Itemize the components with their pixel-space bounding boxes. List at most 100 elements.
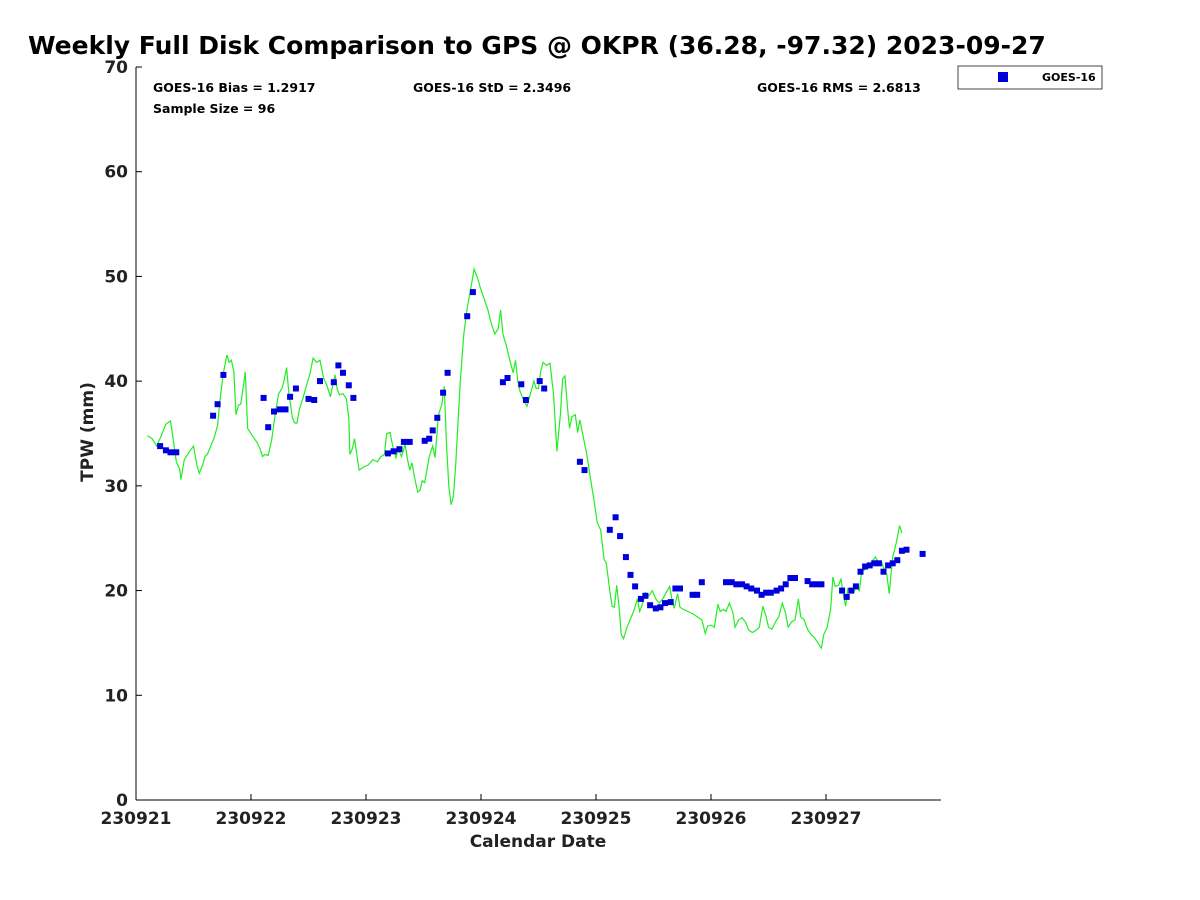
goes-16-point bbox=[335, 362, 342, 369]
goes-16-point bbox=[758, 591, 765, 598]
goes-16-point bbox=[627, 571, 634, 578]
goes-16-point bbox=[880, 568, 887, 575]
goes-16-point bbox=[157, 443, 164, 450]
goes-16-point bbox=[662, 600, 668, 607]
goes-16-point bbox=[162, 447, 169, 454]
goes-16-point bbox=[804, 578, 811, 585]
goes-16-point bbox=[637, 595, 644, 602]
y-tick-label: 40 bbox=[104, 372, 128, 392]
x-axis-label: Calendar Date bbox=[470, 832, 607, 852]
goes-16-point bbox=[694, 591, 701, 598]
goes-16-point bbox=[518, 381, 525, 388]
goes-16-point bbox=[421, 437, 428, 444]
goes-16-point bbox=[271, 408, 277, 415]
x-tick-label: 230923 bbox=[331, 809, 402, 829]
std-stat: GOES-16 StD = 2.3496 bbox=[413, 80, 571, 95]
goes-16-point bbox=[522, 397, 529, 403]
legend-marker bbox=[998, 72, 1008, 82]
goes-16-point bbox=[287, 393, 294, 400]
x-tick-label: 230925 bbox=[561, 809, 632, 829]
goes-16-point bbox=[282, 406, 289, 413]
goes-16-point bbox=[728, 579, 735, 586]
goes-16-point bbox=[330, 379, 337, 386]
y-tick-label: 0 bbox=[116, 791, 128, 811]
goes-16-point bbox=[536, 378, 543, 385]
goes-16-point bbox=[612, 514, 619, 521]
goes-16-point bbox=[647, 602, 654, 609]
goes-16-point bbox=[919, 550, 926, 557]
goes-16-point bbox=[677, 585, 683, 592]
legend: GOES-16 bbox=[957, 65, 1103, 90]
goes-16-point bbox=[400, 438, 407, 445]
goes-16-point bbox=[406, 438, 413, 445]
goes-16-point bbox=[809, 581, 816, 588]
goes-16-point bbox=[778, 585, 785, 592]
legend-box bbox=[957, 65, 1103, 90]
goes-16-point bbox=[340, 369, 346, 376]
chart-title: Weekly Full Disk Comparison to GPS @ OKP… bbox=[28, 31, 1046, 60]
goes-16-point bbox=[276, 406, 283, 413]
goes-16-point bbox=[622, 554, 629, 561]
x-tick-label: 230921 bbox=[101, 809, 172, 829]
goes-16-point bbox=[426, 435, 433, 442]
goes-16-point bbox=[782, 581, 789, 588]
goes-16-point bbox=[767, 589, 774, 596]
y-tick-label: 30 bbox=[104, 477, 128, 497]
goes-16-point bbox=[689, 591, 696, 598]
goes-16-point bbox=[894, 557, 901, 564]
x-tick-label: 230927 bbox=[791, 809, 862, 829]
goes-16-point bbox=[792, 575, 798, 581]
goes-16-point bbox=[504, 375, 511, 381]
goes-16-point bbox=[657, 604, 664, 611]
goes-16-point bbox=[818, 581, 825, 588]
goes-16-point bbox=[311, 397, 318, 403]
y-tick-label: 60 bbox=[104, 163, 128, 183]
goes-16-point bbox=[214, 401, 221, 408]
goes-16-point bbox=[617, 533, 624, 540]
goes-16-point bbox=[652, 605, 659, 612]
goes-16-point bbox=[345, 382, 352, 389]
goes-16-point bbox=[444, 369, 451, 376]
goes-16-point bbox=[672, 585, 679, 592]
goes-16-point bbox=[843, 593, 850, 600]
goes-16-point bbox=[632, 583, 639, 590]
goes-16-point bbox=[739, 581, 745, 588]
goes-16-point bbox=[581, 467, 588, 474]
sample-size-stat: Sample Size = 96 bbox=[153, 101, 275, 116]
goes-16-point bbox=[862, 563, 869, 570]
y-tick-label: 20 bbox=[104, 582, 128, 602]
goes-16-point bbox=[576, 458, 583, 465]
goes-16-point bbox=[210, 412, 217, 419]
goes-16-point bbox=[606, 526, 613, 533]
y-tick-label: 70 bbox=[104, 58, 128, 78]
goes-16-point bbox=[754, 587, 760, 594]
goes-16-point bbox=[889, 560, 896, 567]
goes-16-point bbox=[396, 446, 403, 453]
goes-16-point bbox=[167, 449, 174, 456]
y-tick-label: 10 bbox=[104, 686, 128, 706]
x-tick-label: 230924 bbox=[446, 809, 517, 829]
y-tick-label: 50 bbox=[104, 267, 128, 287]
goes-16-point bbox=[390, 448, 397, 455]
legend-entry-goes-16: GOES-16 bbox=[1042, 71, 1096, 84]
goes-16-point bbox=[429, 427, 436, 434]
goes-16-point bbox=[898, 547, 905, 554]
goes-16-point bbox=[885, 562, 892, 569]
goes-16-point bbox=[733, 581, 740, 588]
goes-16-point bbox=[265, 424, 272, 431]
goes-16-series bbox=[157, 289, 926, 612]
goes-16-point bbox=[292, 385, 299, 392]
goes-16-point bbox=[667, 599, 674, 606]
goes-16-point bbox=[434, 414, 441, 421]
x-tick-label: 230926 bbox=[676, 809, 747, 829]
goes-16-point bbox=[787, 575, 794, 581]
goes-16-point bbox=[220, 371, 227, 378]
goes-16-point bbox=[469, 289, 476, 296]
goes-16-point bbox=[743, 583, 750, 590]
goes-16-point bbox=[857, 568, 864, 575]
goes-16-point bbox=[384, 450, 391, 457]
goes-16-point bbox=[852, 583, 859, 590]
goes-16-point bbox=[260, 394, 267, 401]
goes-16-point bbox=[866, 562, 873, 569]
